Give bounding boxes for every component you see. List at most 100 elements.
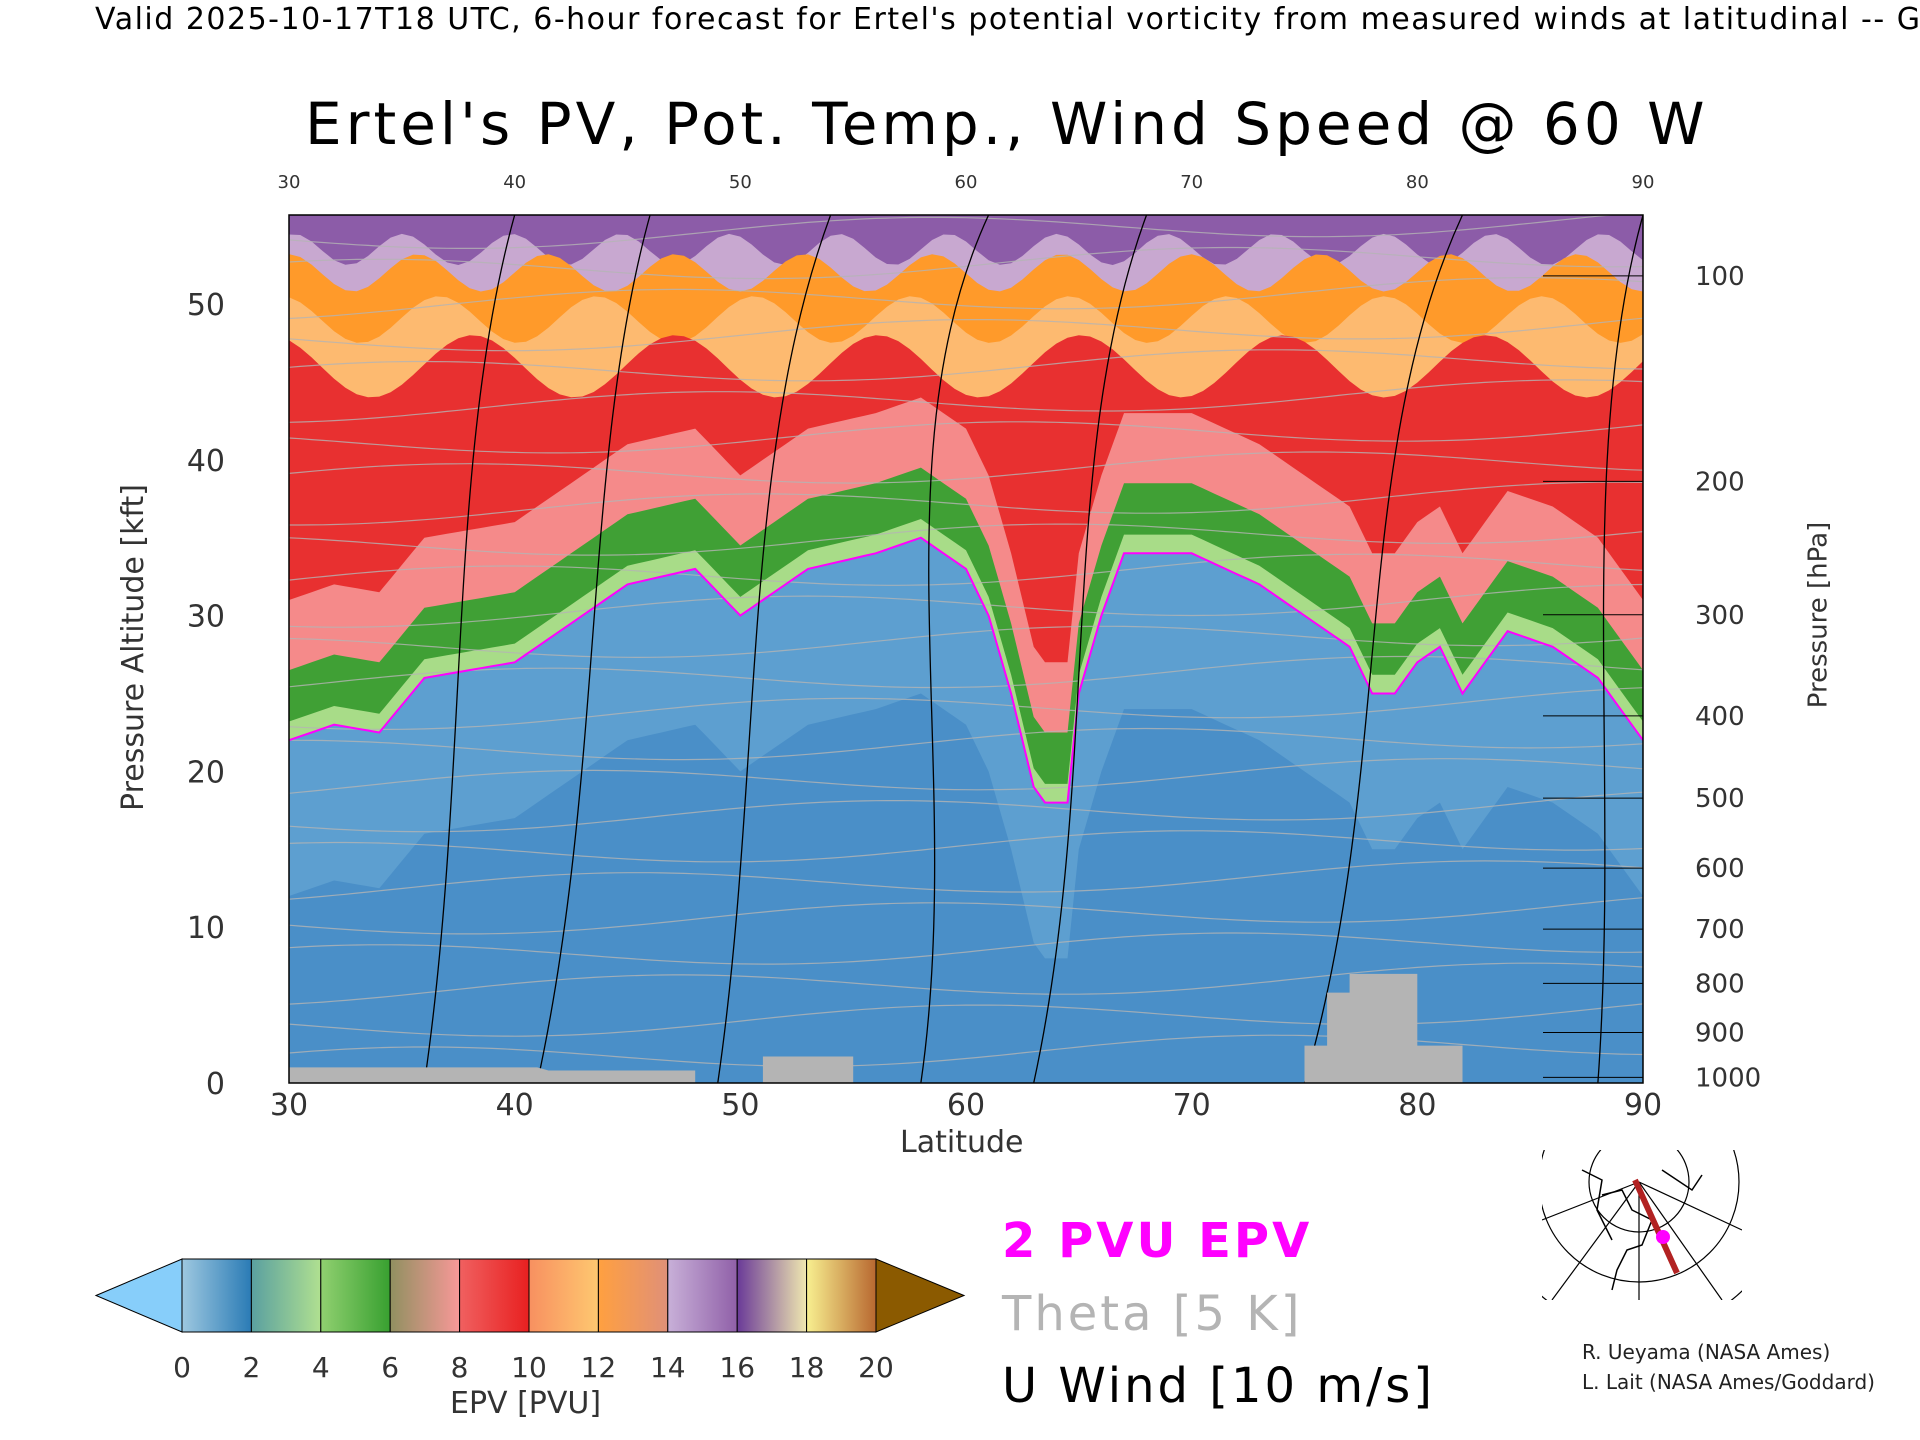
wind-contour bbox=[717, 215, 832, 1083]
x-tick-label: 30 bbox=[270, 1088, 308, 1123]
map-latitude-circle bbox=[1542, 1290, 1742, 1300]
colorbar-label: EPV [PVU] bbox=[450, 1386, 602, 1421]
colorbar-tick-label: 8 bbox=[451, 1351, 469, 1384]
colorbar-tick-label: 14 bbox=[650, 1351, 686, 1384]
pressure-tick-label: 400 bbox=[1695, 702, 1745, 732]
wind-contour bbox=[1033, 215, 1148, 1083]
theta-contour bbox=[289, 962, 1643, 1005]
colorbar-segment bbox=[320, 1258, 391, 1333]
x-top-tick-label: 40 bbox=[503, 172, 526, 193]
theta-contour bbox=[289, 451, 1643, 484]
theta-contour bbox=[289, 277, 1643, 320]
section-line bbox=[1632, 1178, 1680, 1275]
colorbar-segment bbox=[806, 1258, 877, 1333]
theta-contour bbox=[289, 523, 1643, 556]
pressure-tick-label: 100 bbox=[1695, 262, 1745, 292]
theta-contour bbox=[289, 553, 1643, 586]
y-tick-label: 10 bbox=[187, 911, 225, 946]
x-tick-label: 50 bbox=[721, 1088, 759, 1123]
legend-pv: 2 PVU EPV bbox=[1002, 1213, 1313, 1269]
credit-line-1: R. Ueyama (NASA Ames) bbox=[1582, 1340, 1831, 1364]
y-tick-label: 40 bbox=[187, 444, 225, 479]
terrain-mask bbox=[289, 973, 1643, 1083]
colorbar-segment bbox=[597, 1258, 669, 1333]
pressure-tick-label: 300 bbox=[1695, 601, 1745, 631]
colorbar-segment bbox=[250, 1258, 322, 1333]
y-tick-label: 30 bbox=[187, 600, 225, 635]
pressure-tick-label: 600 bbox=[1695, 854, 1745, 884]
wind-contour bbox=[423, 215, 516, 1083]
wind-contour bbox=[1303, 215, 1464, 1083]
pressure-tick-label: 700 bbox=[1695, 915, 1745, 945]
x-top-tick-label: 60 bbox=[955, 172, 978, 193]
pressure-tick-label: 500 bbox=[1695, 784, 1745, 814]
theta-contour bbox=[289, 481, 1643, 526]
theta-contour bbox=[289, 215, 1617, 249]
colorbar-tick-label: 16 bbox=[719, 1351, 755, 1384]
y-tick-label: 50 bbox=[187, 288, 225, 323]
chart-title: Ertel's PV, Pot. Temp., Wind Speed @ 60 … bbox=[305, 90, 1709, 158]
theta-contour bbox=[289, 830, 1643, 863]
theta-contour bbox=[289, 791, 1643, 833]
legend-wind: U Wind [10 m/s] bbox=[1002, 1358, 1436, 1414]
y-tick-label: 20 bbox=[187, 755, 225, 790]
x-top-tick-label: 30 bbox=[278, 172, 301, 193]
layer-epv-0 bbox=[289, 693, 1643, 1083]
map-latitude-circle bbox=[1542, 1150, 1740, 1283]
colorbar-segment bbox=[389, 1258, 461, 1333]
theta-contour bbox=[289, 349, 1643, 382]
location-map bbox=[1542, 1150, 1742, 1300]
forecast-description: Valid 2025-10-17T18 UTC, 6-hour forecast… bbox=[95, 2, 1920, 37]
theta-contour bbox=[289, 379, 1643, 423]
theta-contour bbox=[289, 687, 1643, 730]
colorbar-tick-label: 0 bbox=[173, 1351, 191, 1384]
theta-contour bbox=[289, 583, 1643, 628]
colorbar-tick-label: 4 bbox=[312, 1351, 330, 1384]
wind-contour bbox=[536, 215, 651, 1083]
x-top-tick-label: 50 bbox=[729, 172, 752, 193]
colorbar-tick-label: 20 bbox=[858, 1351, 894, 1384]
credit-line-2: L. Lait (NASA Ames/Goddard) bbox=[1582, 1370, 1875, 1394]
plot-frame bbox=[288, 214, 1644, 1084]
colorbar-segment bbox=[736, 1258, 808, 1333]
x-tick-label: 60 bbox=[947, 1088, 985, 1123]
pressure-tick-label: 900 bbox=[1695, 1018, 1745, 1048]
x-tick-label: 70 bbox=[1173, 1088, 1211, 1123]
wind-contour bbox=[920, 215, 990, 1083]
pv-2pvu-contour bbox=[289, 536, 1643, 804]
x-top-tick-label: 80 bbox=[1406, 172, 1429, 193]
theta-contour bbox=[289, 421, 1643, 454]
colorbar-segment bbox=[181, 1258, 252, 1333]
theta-contour bbox=[289, 897, 1643, 935]
x-tick-label: 80 bbox=[1398, 1088, 1436, 1123]
pressure-tick-label: 1000 bbox=[1695, 1063, 1761, 1093]
colorbar-tick-label: 6 bbox=[381, 1351, 399, 1384]
colorbar-over-triangle bbox=[875, 1258, 966, 1333]
colorbar-tick-label: 18 bbox=[789, 1351, 825, 1384]
pressure-tick-label: 800 bbox=[1695, 969, 1745, 999]
y-tick-label: 0 bbox=[206, 1067, 225, 1102]
x-top-tick-label: 90 bbox=[1632, 172, 1655, 193]
theta-contour bbox=[289, 932, 1643, 965]
x-axis-label: Latitude bbox=[900, 1125, 1024, 1160]
colorbar-segment bbox=[459, 1258, 530, 1333]
location-marker bbox=[1656, 1230, 1670, 1244]
legend-theta: Theta [5 K] bbox=[1002, 1286, 1303, 1342]
colorbar-segment bbox=[667, 1258, 738, 1333]
y2-axis-label: Pressure [hPa] bbox=[1803, 521, 1834, 709]
theta-contour bbox=[289, 625, 1643, 659]
x-tick-label: 90 bbox=[1624, 1088, 1662, 1123]
pressure-tick-label: 200 bbox=[1695, 467, 1745, 497]
y-axis-label: Pressure Altitude [kft] bbox=[115, 484, 151, 811]
theta-contour bbox=[289, 758, 1643, 794]
wind-contour bbox=[1597, 215, 1643, 1083]
theta-contour bbox=[289, 317, 1643, 352]
plot-field bbox=[289, 215, 1643, 1083]
colorbar-tick-label: 2 bbox=[242, 1351, 260, 1384]
x-top-tick-label: 70 bbox=[1180, 172, 1203, 193]
colorbar-tick-label: 12 bbox=[581, 1351, 617, 1384]
colorbar-under-triangle bbox=[94, 1258, 183, 1333]
theta-contour bbox=[289, 655, 1643, 689]
colorbar-segment bbox=[528, 1258, 599, 1333]
